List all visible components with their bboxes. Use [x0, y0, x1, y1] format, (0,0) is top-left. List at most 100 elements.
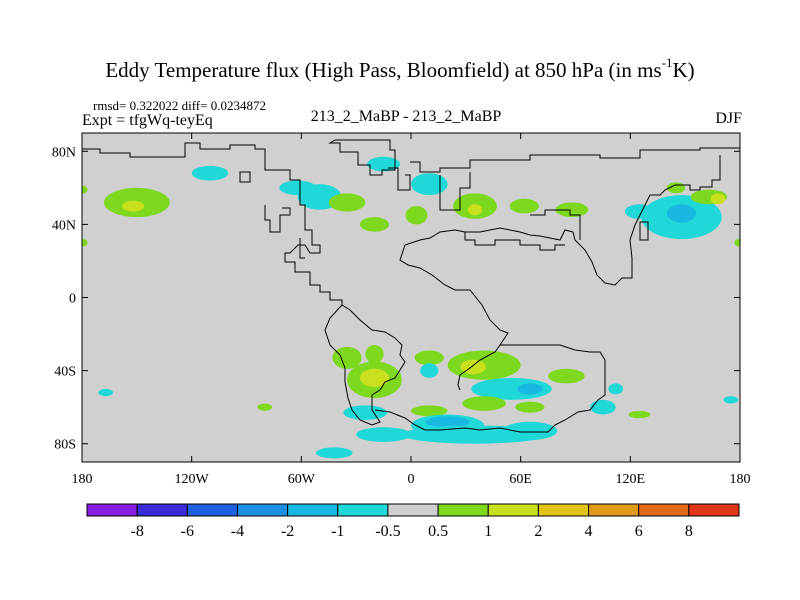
contour-fill-31 — [462, 396, 507, 411]
contour-fill-46 — [723, 396, 739, 404]
colorbar-swatch — [236, 503, 289, 517]
contour-fill-11 — [467, 204, 483, 216]
coastline-eurasia — [399, 147, 740, 391]
colorbar-label: 1 — [484, 523, 492, 540]
coastline-greenland — [328, 139, 396, 176]
contour-fill-16 — [666, 204, 697, 223]
contour-fill-34 — [343, 405, 388, 420]
y-tick-label: 40S — [54, 365, 76, 380]
season-label: DJF — [715, 110, 742, 127]
y-tick-label: 80N — [52, 145, 76, 160]
contour-fill-49 — [734, 239, 740, 247]
chart-title-tail: K) — [672, 58, 695, 82]
contour-fill-13 — [555, 202, 589, 218]
contour-fill-47 — [82, 186, 88, 194]
chart-title-main: Eddy Temperature flux (High Pass, Bloomf… — [105, 58, 662, 82]
colorbar-label: 2 — [534, 523, 542, 540]
y-tick-label: 0 — [69, 292, 76, 307]
contour-fill-25 — [420, 363, 439, 378]
colorbar: -8 -6 -4 -2 -1 -0.5 0.5 1 2 4 6 8 — [86, 503, 740, 540]
colorbar-swatch — [688, 503, 740, 517]
colorbar-swatch — [136, 503, 188, 517]
contour-fill-48 — [82, 239, 88, 247]
contour-fill-2 — [191, 165, 229, 181]
y-tick-label: 80S — [54, 438, 76, 453]
contour-fill-29 — [517, 383, 543, 395]
contour-fill-21 — [365, 345, 384, 364]
colorbar-label: 4 — [585, 523, 593, 540]
y-tick-label: 40N — [52, 218, 76, 233]
case-label: 213_2_MaBP - 213_2_MaBP — [310, 108, 502, 125]
contour-fill-8 — [405, 206, 428, 225]
contour-fill-38 — [401, 425, 549, 444]
contour-fill-40 — [590, 399, 616, 415]
colorbar-label: 0.5 — [428, 523, 448, 540]
chart-title: Eddy Temperature flux (High Pass, Bloomf… — [0, 55, 800, 83]
x-tick-label: 60W — [288, 472, 316, 487]
colorbar-label: -6 — [181, 523, 194, 540]
contour-fill-7 — [359, 217, 390, 232]
x-tick-label: 0 — [408, 472, 415, 487]
x-tick-label: 180 — [72, 472, 93, 487]
coastline-mediterranean — [464, 232, 565, 251]
contour-fill-36 — [425, 416, 470, 428]
coastline-florida — [299, 238, 305, 259]
contour-fill-9 — [411, 173, 448, 196]
contour-fill-1 — [122, 200, 145, 212]
contour-fill-44 — [315, 447, 353, 459]
contour-fill-41 — [608, 383, 624, 395]
colorbar-label: 8 — [685, 523, 693, 540]
contour-fill-18 — [710, 193, 726, 205]
coastline-southern-block — [374, 344, 606, 433]
colorbar-swatch — [337, 503, 389, 517]
contour-fill-32 — [515, 401, 545, 413]
chart-title-superscript: -1 — [661, 55, 673, 70]
colorbar-swatch — [387, 503, 439, 517]
colorbar-label: -4 — [231, 523, 244, 540]
colorbar-label: -1 — [331, 523, 344, 540]
y-axis-ticks: 80N 40N 0 40S 80S — [52, 145, 740, 453]
contour-fill-24 — [414, 350, 444, 366]
coastline-hudson — [264, 205, 291, 233]
contour-fill-43 — [98, 388, 114, 397]
coastline-south-america — [324, 304, 406, 426]
contour-fill-6 — [328, 193, 366, 212]
colorbar-swatch — [186, 503, 238, 517]
colorbar-label: 6 — [635, 523, 643, 540]
colorbar-swatch — [437, 503, 489, 517]
x-tick-label: 120E — [616, 472, 646, 487]
coastlines — [82, 139, 740, 433]
coastline-north-america — [82, 142, 343, 305]
map-background — [82, 133, 740, 462]
contour-fill-12 — [509, 198, 539, 214]
contour-fill-23 — [359, 368, 390, 388]
colorbar-swatch — [287, 503, 339, 517]
coastline-caspian — [530, 209, 581, 240]
coastline-japan — [639, 221, 649, 241]
colorbar-label: -2 — [281, 523, 294, 540]
contour-fill-42 — [628, 410, 651, 419]
contour-fill-20 — [332, 346, 362, 369]
coastline-iceland — [388, 167, 411, 191]
colorbar-swatch — [638, 503, 690, 517]
contour-fill-45 — [257, 403, 273, 411]
colorbar-swatch — [86, 503, 138, 517]
contour-fill-33 — [411, 405, 448, 417]
colorbar-swatch — [487, 503, 539, 517]
colorbar-swatch — [537, 503, 590, 517]
experiment-label: Expt = tfgWq-teyEq — [82, 112, 213, 129]
contour-fill-39 — [356, 427, 412, 442]
coastline-scandinavia — [439, 172, 471, 211]
rmsd-diff-stats: rmsd= 0.322022 diff= 0.0234872 — [93, 98, 266, 113]
x-axis-ticks: 180 120W 60W 0 60E 120E 180 — [72, 133, 751, 487]
x-tick-label: 60E — [509, 472, 532, 487]
colorbar-label: -0.5 — [375, 523, 400, 540]
x-tick-label: 180 — [730, 472, 751, 487]
colorbar-swatch — [588, 503, 640, 517]
contour-fill-28 — [471, 377, 552, 400]
coastline-baffin — [239, 171, 251, 183]
contour-fill-30 — [548, 368, 585, 384]
colorbar-label: -8 — [130, 523, 143, 540]
